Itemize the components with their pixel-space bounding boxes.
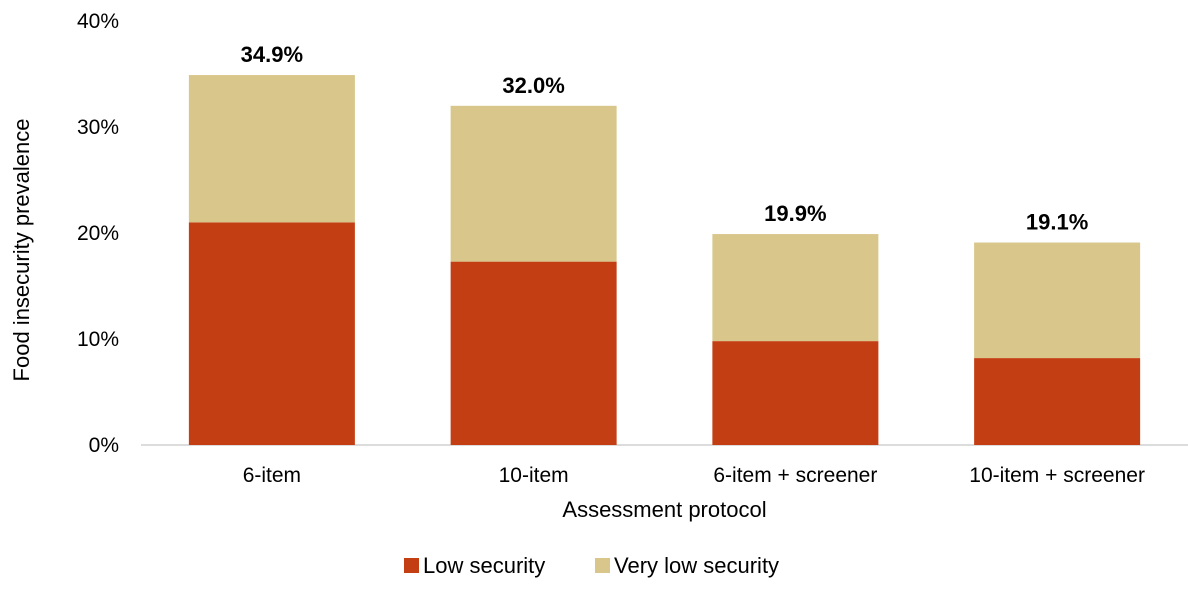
y-tick-label: 10% <box>77 328 119 351</box>
y-axis-title: Food insecurity prevalence <box>9 119 34 382</box>
bars <box>188 75 1141 445</box>
bar-segment-very-low-security <box>188 75 355 223</box>
bar-segment-low-security <box>974 358 1141 445</box>
legend-label: Very low security <box>614 553 779 578</box>
bar-total-label: 32.0% <box>502 73 564 98</box>
y-tick-label: 40% <box>77 10 119 33</box>
bar-segment-low-security <box>712 341 879 445</box>
x-tick-label: 6-item + screener <box>713 464 877 487</box>
bar-segment-low-security <box>188 222 355 445</box>
x-tick-label: 6-item <box>243 464 301 487</box>
bar-segment-very-low-security <box>450 105 617 262</box>
y-axis-ticks: 0% 10% 20% 30% 40% <box>77 10 119 457</box>
y-tick-label: 0% <box>89 434 119 457</box>
bar-total-label: 34.9% <box>241 42 303 67</box>
legend-swatch <box>595 558 610 573</box>
x-axis-ticks: 6-item 10-item 6-item + screener 10-item + … <box>243 464 1145 487</box>
bar-segment-very-low-security <box>974 242 1141 359</box>
bar-segment-very-low-security <box>712 234 879 342</box>
bar-total-label: 19.1% <box>1026 210 1088 235</box>
legend: Low security Very low security <box>404 553 779 578</box>
total-labels: 34.9% 32.0% 19.9% 19.1% <box>241 42 1089 234</box>
legend-swatch <box>404 558 419 573</box>
x-tick-label: 10-item <box>499 464 569 487</box>
legend-label: Low security <box>423 553 545 578</box>
y-tick-label: 20% <box>77 222 119 245</box>
y-tick-label: 30% <box>77 116 119 139</box>
bar-total-label: 19.9% <box>764 201 826 226</box>
x-axis-title: Assessment protocol <box>562 497 766 522</box>
x-tick-label: 10-item + screener <box>969 464 1145 487</box>
bar-segment-low-security <box>450 261 617 445</box>
